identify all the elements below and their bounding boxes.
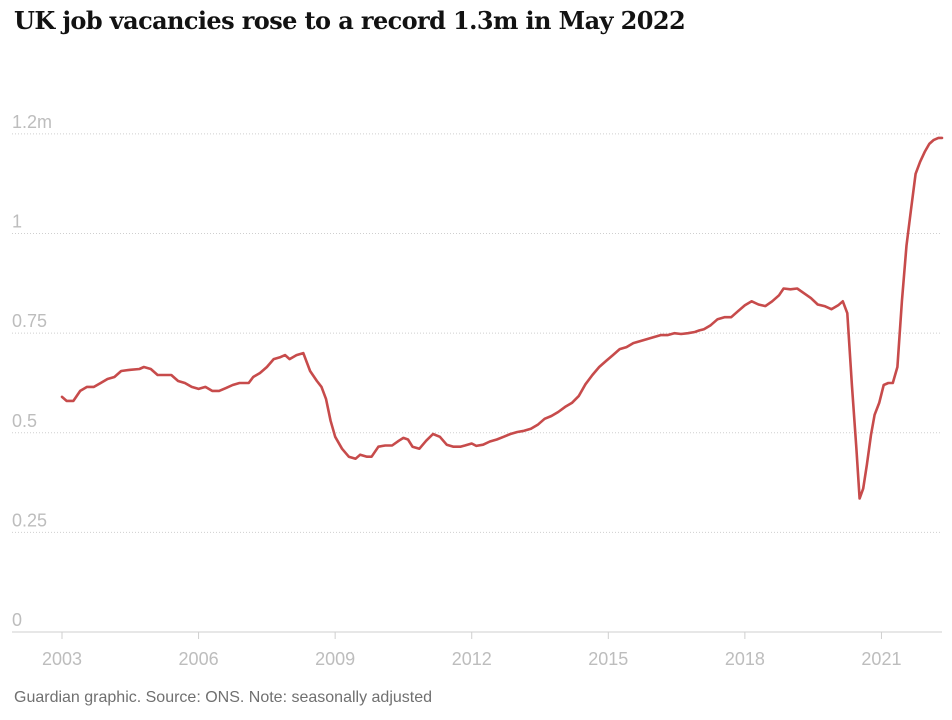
x-tick-label: 2009 [315, 649, 355, 669]
gridlines [12, 133, 942, 533]
y-tick-label: 1.2m [12, 112, 52, 132]
x-tick-label: 2015 [588, 649, 628, 669]
y-tick-label: 0.25 [12, 510, 47, 530]
x-tick-label: 2006 [179, 649, 219, 669]
y-tick-label: 0 [12, 610, 22, 630]
y-tick-label: 0.75 [12, 311, 47, 331]
series-line-vacancies [60, 136, 944, 500]
y-axis-ticks: 0 0.25 0.5 0.75 1 1.2m [12, 112, 52, 630]
x-tick-label: 2012 [452, 649, 492, 669]
series-lines [60, 136, 944, 500]
source-footer: Guardian graphic. Source: ONS. Note: sea… [14, 689, 433, 706]
x-axis: 2003 2006 2009 2012 2015 2018 2021 [12, 631, 942, 669]
y-tick-label: 0.5 [12, 411, 37, 431]
x-tick-label: 2003 [42, 649, 82, 669]
x-tick-label: 2018 [725, 649, 765, 669]
y-tick-label: 1 [12, 212, 22, 232]
x-tick-label: 2021 [861, 649, 901, 669]
chart-title: UK job vacancies rose to a record 1.3m i… [14, 6, 686, 35]
